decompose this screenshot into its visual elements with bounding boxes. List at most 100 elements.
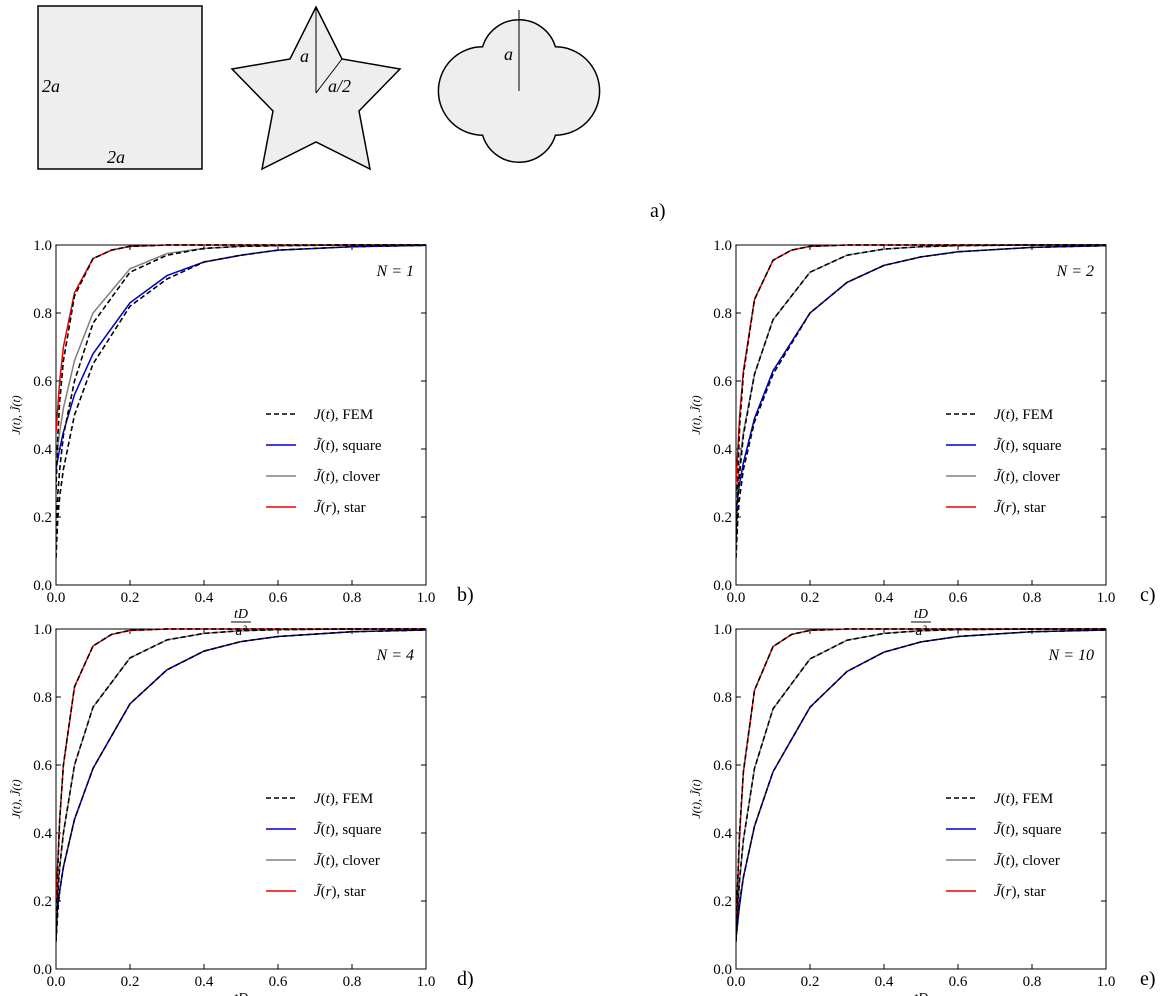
star-inner-line bbox=[315, 58, 343, 94]
n-annotation: N = 4 bbox=[376, 647, 414, 664]
x-tick-label: 1.0 bbox=[417, 590, 436, 606]
legend-label: J(t), FEM bbox=[994, 791, 1053, 807]
chart-panel-b: 0.0 0.2 0.4 0.6 0.8 1.0 0.0 0.2 0.4 0.6 0.8 1.0 tD a²… bbox=[9, 238, 435, 639]
series-line-fem-overlay bbox=[56, 628, 426, 939]
x-tick-label: 0.2 bbox=[801, 974, 820, 990]
square-bottom-label: 2a bbox=[107, 147, 125, 167]
x-tick-label: 0.6 bbox=[949, 590, 968, 606]
y-tick-label: 0.6 bbox=[33, 374, 52, 390]
chart-panel-d: 0.00.20.40.60.81.00.00.20.40.60.81.0tDa²… bbox=[9, 622, 435, 996]
y-tick-label: 0.4 bbox=[33, 442, 52, 458]
n-annotation: N = 2 bbox=[1056, 263, 1094, 280]
x-tick-label: 0.4 bbox=[875, 590, 894, 606]
star-inner-label: a/2 bbox=[328, 76, 351, 96]
series-line-fem bbox=[56, 628, 426, 939]
legend-label: J̃(t), square bbox=[994, 438, 1062, 454]
shapes-diagram: 2a 2a a a/2 a bbox=[37, 5, 601, 171]
x-tick-label: 1.0 bbox=[417, 974, 436, 990]
series-line-star bbox=[736, 628, 1106, 929]
series-line-fem-overlay bbox=[736, 245, 1106, 558]
chart-panel-e: 0.00.20.40.60.81.00.00.20.40.60.81.0tDa²… bbox=[689, 622, 1115, 996]
panel-letter-b: b) bbox=[457, 584, 474, 606]
x-tick-label: 0.0 bbox=[727, 974, 746, 990]
y-tick-label: 0.6 bbox=[33, 758, 52, 774]
legend-label: J(t), FEM bbox=[994, 407, 1053, 423]
y-axis-label: J(t), J̃(t) bbox=[9, 395, 23, 434]
y-axis-label: J(t), J̃(t) bbox=[689, 395, 703, 434]
y-tick-label: 1.0 bbox=[713, 238, 732, 254]
svg-text:a²: a² bbox=[915, 624, 927, 639]
legend-label: J(t), FEM bbox=[314, 791, 373, 807]
panel-letter-e: e) bbox=[1140, 968, 1156, 990]
legend-label: J̃(t), clover bbox=[314, 469, 380, 485]
y-tick-label: 1.0 bbox=[33, 238, 52, 254]
y-axis-label: J(t), J̃(t) bbox=[689, 779, 703, 818]
legend-label: J̃(t), clover bbox=[994, 469, 1060, 485]
y-tick-label: 0.0 bbox=[33, 962, 52, 978]
x-tick-label: 0.4 bbox=[195, 974, 214, 990]
series-line-square bbox=[736, 629, 1106, 939]
series-line-star bbox=[56, 244, 426, 433]
series-line-fem bbox=[56, 629, 426, 942]
series-line-fem bbox=[736, 628, 1106, 936]
series-line-fem-overlay bbox=[736, 244, 1106, 552]
y-tick-label: 0.8 bbox=[713, 306, 732, 322]
y-tick-label: 0.2 bbox=[713, 894, 732, 910]
x-tick-label: 0.6 bbox=[269, 590, 288, 606]
legend: J(t), FEM J̃(t), square J̃(t), clover J̃(r)… bbox=[946, 407, 1062, 516]
series-line-fem-overlay bbox=[736, 628, 1106, 936]
y-tick-label: 1.0 bbox=[713, 622, 732, 638]
y-tick-label: 0.4 bbox=[713, 826, 732, 842]
n-annotation: N = 10 bbox=[1048, 647, 1094, 664]
x-tick-label: 0.8 bbox=[343, 590, 362, 606]
y-tick-label: 0.8 bbox=[33, 306, 52, 322]
y-tick-label: 0.0 bbox=[713, 962, 732, 978]
legend-label: J̃(t), square bbox=[314, 822, 382, 838]
legend-label: J̃(r), star bbox=[314, 884, 366, 900]
legend: J(t), FEM J̃(t), square J̃(t), clover J̃(r)… bbox=[266, 407, 382, 516]
series-line-fem bbox=[736, 629, 1106, 942]
y-tick-label: 0.2 bbox=[33, 894, 52, 910]
panel-letter-c: c) bbox=[1140, 584, 1156, 606]
series-line-fem-overlay bbox=[56, 628, 426, 936]
x-tick-label: 0.4 bbox=[875, 974, 894, 990]
legend-label: J̃(r), star bbox=[994, 500, 1046, 516]
clover-radius-label: a bbox=[504, 44, 513, 64]
series-line-fem-overlay bbox=[736, 628, 1106, 939]
series-line-fem bbox=[56, 244, 426, 558]
x-axis-label: tDa²tD/a² bbox=[911, 607, 931, 639]
y-tick-label: 0.8 bbox=[713, 690, 732, 706]
series-line-fem-overlay bbox=[736, 629, 1106, 942]
series-line-fem-overlay bbox=[56, 244, 426, 535]
series-line-clover bbox=[736, 628, 1106, 936]
legend-label: J̃(r), star bbox=[994, 884, 1046, 900]
series-line-fem bbox=[736, 244, 1106, 558]
series-line-fem bbox=[56, 628, 426, 936]
y-tick-label: 0.6 bbox=[713, 758, 732, 774]
x-axis-label: tDa²tD/a² bbox=[231, 607, 251, 639]
legend: J(t), FEM J̃(t), square J̃(t), clover J̃(r)… bbox=[266, 791, 382, 900]
series-line-fem-overlay bbox=[736, 244, 1106, 538]
legend-label: J̃(t), square bbox=[314, 438, 382, 454]
series-line-fem bbox=[56, 244, 426, 535]
series-line-fem bbox=[736, 244, 1106, 552]
svg-text:tD: tD bbox=[914, 991, 928, 996]
x-tick-label: 1.0 bbox=[1097, 590, 1116, 606]
x-tick-label: 0.2 bbox=[801, 590, 820, 606]
series-line-clover bbox=[736, 244, 1106, 504]
legend: J(t), FEM J̃(t), square J̃(t), clover J̃(r)… bbox=[946, 791, 1062, 900]
y-tick-label: 0.6 bbox=[713, 374, 732, 390]
x-tick-label: 0.6 bbox=[269, 974, 288, 990]
svg-text:tD: tD bbox=[914, 607, 928, 622]
series-line-fem bbox=[736, 244, 1106, 538]
legend-label: J(t), FEM bbox=[314, 407, 373, 423]
y-tick-label: 0.8 bbox=[33, 690, 52, 706]
x-axis-label: tDa²tD/a² bbox=[234, 991, 248, 996]
x-tick-label: 0.6 bbox=[949, 974, 968, 990]
star-radius-label: a bbox=[300, 46, 309, 66]
y-tick-label: 0.2 bbox=[713, 510, 732, 526]
series-line-fem bbox=[736, 628, 1106, 939]
panel-letter-a: a) bbox=[650, 200, 666, 222]
x-tick-label: 1.0 bbox=[1097, 974, 1116, 990]
svg-text:tD: tD bbox=[234, 991, 248, 996]
